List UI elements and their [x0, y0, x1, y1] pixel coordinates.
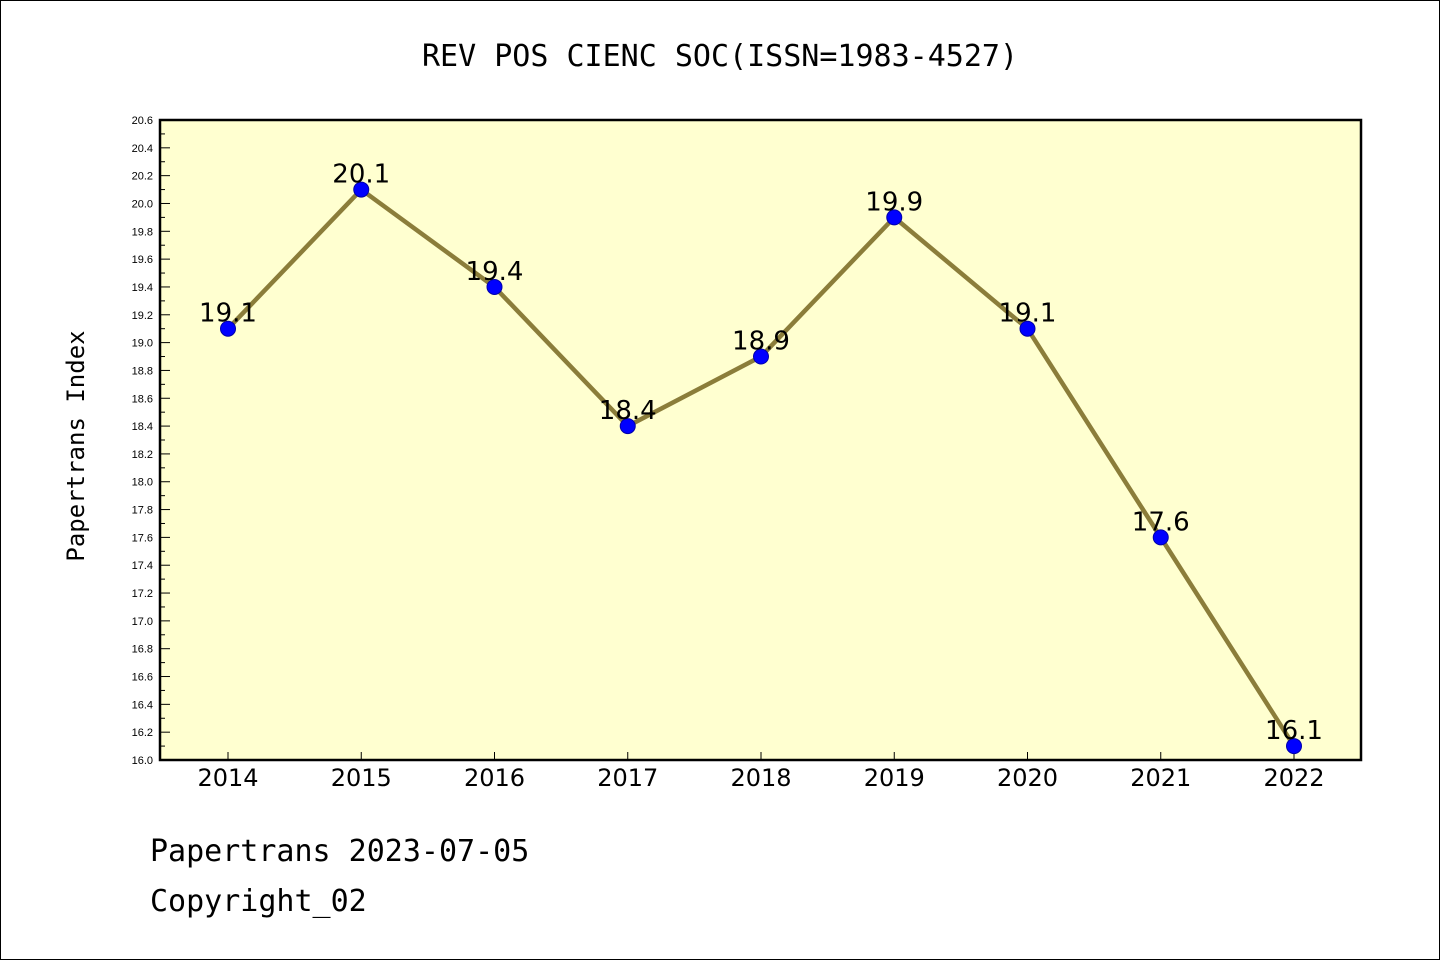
- data-point: [753, 348, 769, 365]
- data-point: [1019, 320, 1036, 337]
- data-point: [1152, 529, 1169, 546]
- data-point: [1286, 738, 1302, 755]
- y-tick-label: 20.2: [132, 171, 153, 183]
- y-axis-ticks: 16.0 16.2 16.4 16.6 16.8 17.0 17.2 17.4 17.6 17.8…: [132, 115, 170, 767]
- y-tick-label: 17.6: [132, 532, 153, 544]
- data-labels-group: 19.1 20.1 19.4 18.4 18.9 19.9 19.1 17.6 16.1: [199, 160, 1323, 747]
- data-label: 19.9: [865, 187, 923, 217]
- y-tick-label: 20.6: [132, 115, 153, 127]
- data-label: 19.1: [999, 299, 1057, 329]
- y-tick-label: 18.2: [132, 449, 153, 461]
- data-label: 20.1: [332, 160, 390, 190]
- data-point: [619, 418, 636, 435]
- y-tick-label: 19.2: [132, 310, 153, 322]
- data-point: [353, 181, 370, 198]
- y-tick-label: 20.4: [132, 143, 153, 155]
- y-tick-label: 16.0: [132, 755, 153, 767]
- plot-area: [158, 118, 1363, 762]
- data-point: [486, 278, 503, 295]
- data-point: [886, 209, 903, 226]
- y-tick-label: 17.8: [132, 505, 153, 517]
- y-tick-label: 16.2: [132, 727, 153, 739]
- data-label: 19.4: [466, 257, 524, 287]
- y-tick-label: 18.0: [132, 477, 153, 489]
- y-tick-label: 16.6: [132, 672, 153, 684]
- x-tick-label: 2014: [197, 764, 258, 792]
- footer-copyright: Copyright_02: [150, 884, 367, 919]
- y-tick-label: 18.4: [132, 421, 153, 433]
- data-label: 16.1: [1265, 716, 1323, 746]
- x-tick-label: 2017: [597, 764, 658, 792]
- y-tick-label: 19.4: [132, 282, 153, 294]
- y-tick-label: 18.6: [132, 393, 153, 405]
- x-tick-label: 2021: [1130, 764, 1191, 792]
- y-tick-label: 19.8: [132, 226, 153, 238]
- y-tick-label: 16.4: [132, 699, 153, 711]
- x-tick-label: 2015: [331, 764, 392, 792]
- x-tick-label: 2016: [464, 764, 525, 792]
- y-tick-label: 20.0: [132, 198, 153, 210]
- markers-group: [220, 181, 1302, 755]
- x-axis-ticks: 2014 2015 2016 2017 2018 2019 2020 2021 2022: [197, 752, 1325, 792]
- footer-date: Papertrans 2023-07-05: [150, 834, 530, 869]
- y-tick-label: 19.0: [132, 338, 153, 350]
- y-tick-label: 17.2: [132, 588, 153, 600]
- y-tick-label: 17.4: [132, 560, 153, 572]
- x-tick-label: 2022: [1263, 764, 1324, 792]
- x-tick-label: 2020: [997, 764, 1058, 792]
- y-tick-label: 17.0: [132, 616, 153, 628]
- data-label: 17.6: [1132, 507, 1190, 537]
- y-tick-label: 18.8: [132, 365, 153, 377]
- chart-title: REV POS CIENC SOC(ISSN=1983-4527): [422, 39, 1018, 74]
- data-label: 18.9: [732, 327, 790, 357]
- y-tick-label: 16.8: [132, 644, 153, 656]
- y-axis-label: Papertrans Index: [62, 330, 90, 561]
- y-tick-label: 19.6: [132, 254, 153, 266]
- x-tick-label: 2018: [730, 764, 791, 792]
- x-tick-label: 2019: [864, 764, 925, 792]
- data-label: 19.1: [199, 299, 257, 329]
- data-point: [220, 320, 236, 337]
- data-label: 18.4: [599, 396, 657, 426]
